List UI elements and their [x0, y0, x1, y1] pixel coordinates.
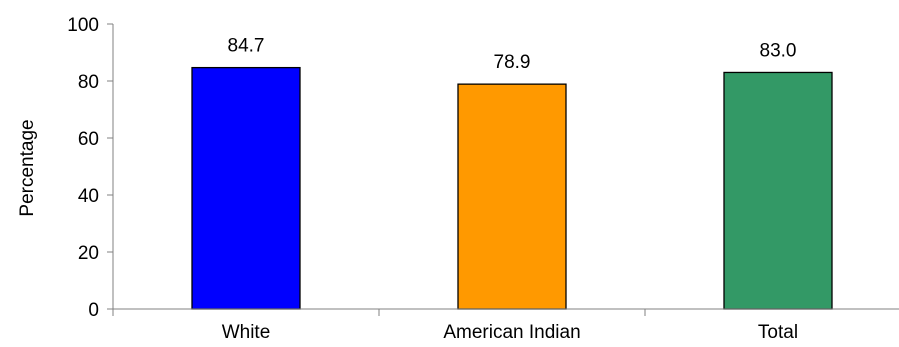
y-tick-label: 20 — [78, 243, 99, 264]
y-ticks — [107, 23, 113, 310]
y-tick-label: 100 — [67, 15, 99, 36]
y-tick-label: 0 — [88, 300, 99, 321]
axes — [112, 24, 899, 316]
data-label: 78.9 — [494, 52, 531, 73]
labels: 0 20 40 60 80 100 84.7 White 78.9 American Indian… — [67, 15, 798, 343]
bar-american-indian — [457, 83, 567, 310]
y-tick-label: 60 — [78, 129, 99, 150]
y-tick-label: 40 — [78, 186, 99, 207]
y-axis-title: Percentage — [17, 119, 38, 216]
x-category-label: Total — [758, 322, 798, 343]
x-category-label: American Indian — [443, 322, 580, 343]
data-label: 83.0 — [760, 40, 797, 61]
bar-white — [191, 66, 301, 310]
bar-total — [723, 71, 833, 310]
bars — [191, 66, 833, 310]
y-tick-label: 80 — [78, 72, 99, 93]
x-category-label: White — [222, 322, 271, 343]
data-label: 84.7 — [228, 36, 265, 57]
